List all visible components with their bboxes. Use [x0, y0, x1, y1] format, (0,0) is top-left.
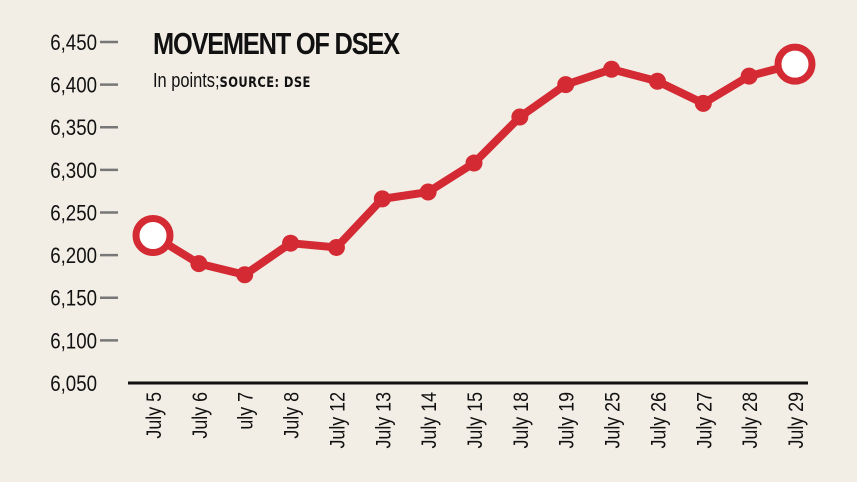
x-tick-label: July 12 [326, 392, 350, 449]
subtitle-text: In points; [153, 70, 220, 92]
chart-title: MOVEMENT OF DSEX [153, 26, 400, 61]
data-point [236, 266, 254, 284]
data-point [694, 94, 712, 112]
data-point [603, 60, 621, 78]
data-point [648, 72, 666, 90]
data-point [190, 255, 208, 273]
data-point [465, 154, 483, 172]
x-tick-label: July 18 [510, 392, 534, 449]
y-tick-label: 6,250 [50, 202, 97, 226]
x-tick-label: July 27 [693, 392, 717, 449]
data-point [557, 76, 575, 94]
data-point [419, 183, 437, 201]
highlight-point [132, 215, 174, 257]
data-point [373, 190, 391, 208]
data-point [740, 67, 758, 85]
x-tick-label: July 28 [739, 392, 763, 449]
data-point [511, 108, 529, 126]
x-tick-label: July 14 [418, 392, 442, 449]
x-tick-label: July 25 [601, 392, 625, 449]
y-tick-label: 6,050 [50, 373, 97, 397]
y-tick-label: 6,150 [50, 287, 97, 311]
y-tick-label: 6,200 [50, 245, 97, 269]
x-tick-label: July 26 [647, 392, 671, 449]
x-tick-label: July 6 [189, 392, 213, 439]
data-point [282, 234, 300, 252]
y-tick-label: 6,400 [50, 74, 97, 98]
x-tick-label: July 29 [785, 392, 809, 449]
data-point [327, 238, 345, 256]
y-tick-label: 6,100 [50, 330, 97, 354]
source-text: SOURCE: DSE [219, 75, 311, 91]
y-tick-label: 6,350 [50, 117, 97, 141]
x-tick-label: July 15 [464, 392, 488, 449]
x-tick-label: July 8 [280, 392, 304, 439]
highlight-point [774, 43, 816, 85]
chart-subtitle: In points;SOURCE: DSE [153, 70, 311, 93]
x-tick-label: July 5 [143, 392, 167, 439]
x-tick-label: uly 7 [234, 392, 258, 430]
y-tick-label: 6,450 [50, 32, 97, 56]
x-tick-label: July 19 [555, 392, 579, 449]
x-tick-label: July 13 [372, 392, 396, 449]
y-tick-label: 6,300 [50, 160, 97, 184]
